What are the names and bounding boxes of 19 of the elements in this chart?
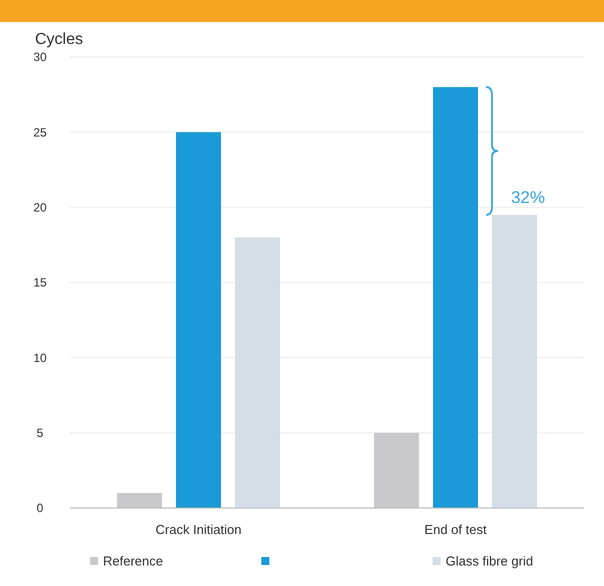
bar	[117, 492, 162, 508]
legend-label: Glass fibre grid	[446, 554, 534, 569]
x-tick-label: Crack Initiation	[156, 522, 242, 537]
y-tick-label: 30	[33, 50, 47, 64]
bar	[374, 432, 419, 508]
legend-label: Reference	[103, 554, 163, 569]
y-axis-title: Cycles	[35, 31, 84, 48]
y-tick-label: 25	[33, 125, 47, 140]
annotation: 32%	[510, 188, 545, 207]
y-tick-label: 20	[33, 200, 47, 215]
bar	[235, 237, 280, 508]
y-tick-label: 5	[36, 426, 44, 440]
y-tick-label: 10	[33, 350, 47, 365]
bar	[176, 132, 221, 508]
y-tick-label: 0	[36, 501, 44, 516]
x-tick-label: End of test	[424, 522, 487, 537]
bar	[433, 87, 478, 508]
y-tick-label: 15	[33, 276, 47, 290]
bar	[492, 214, 537, 508]
